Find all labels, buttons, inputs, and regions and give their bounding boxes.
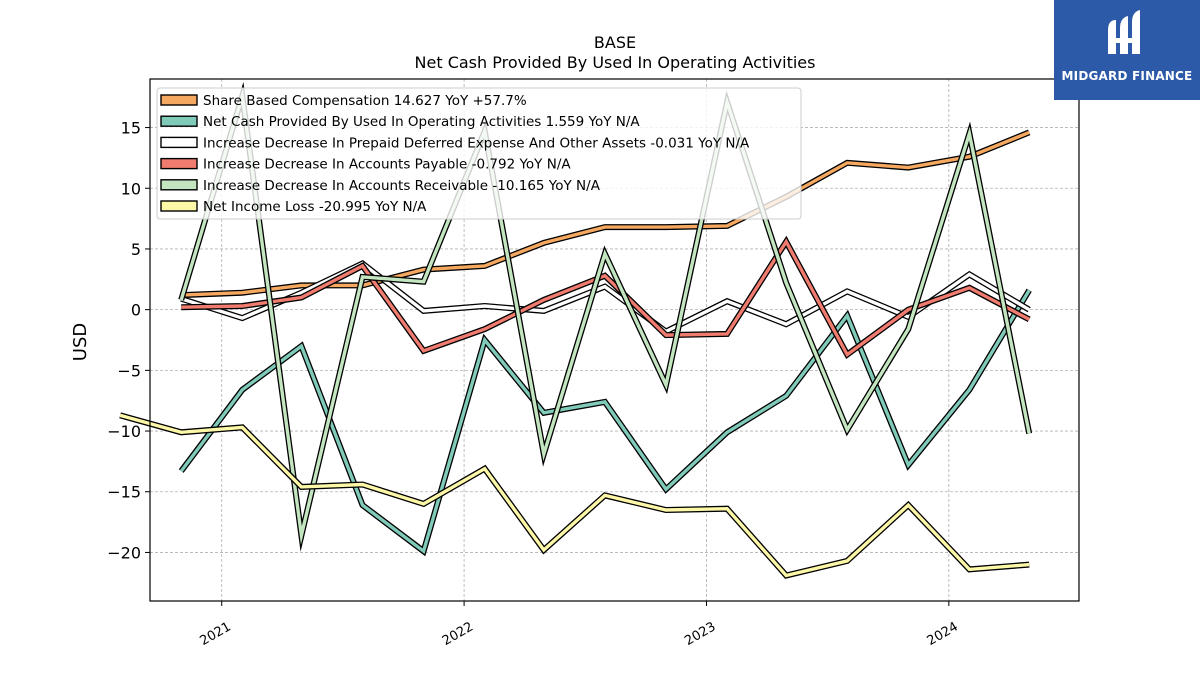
x-axis: 2021 2022 2023 2024	[198, 601, 961, 649]
series-2	[180, 259, 1031, 335]
legend-swatch	[160, 200, 198, 212]
legend-entry: Net Cash Provided By Used In Operating A…	[203, 114, 640, 130]
series-4	[178, 81, 1033, 552]
chart-subtitle: Net Cash Provided By Used In Operating A…	[415, 53, 816, 72]
legend-entry: Net Income Loss -20.995 YoY N/A	[203, 199, 427, 215]
series-5	[119, 412, 1030, 579]
x-tick-label: 2021	[198, 619, 234, 649]
y-tick-label: −5	[117, 361, 141, 380]
y-tick-label: −10	[107, 422, 141, 441]
series-line	[181, 238, 1030, 358]
y-tick-label: 10	[121, 179, 141, 198]
y-axis-label: USD	[70, 323, 91, 361]
logo-text: MIDGARD FINANCE	[1061, 69, 1193, 83]
y-tick-label: 0	[131, 301, 141, 320]
series-line	[179, 289, 1031, 555]
series-line	[119, 413, 1030, 578]
x-tick-label: 2024	[925, 619, 961, 649]
legend-entry: Share Based Compensation 14.627 YoY +57.…	[203, 93, 527, 109]
logo-mark-icon	[1108, 10, 1140, 54]
y-tick-label: 15	[121, 119, 141, 138]
y-axis: 15 10 5 0 −5 −10 −15 −20	[107, 119, 150, 562]
x-tick-label: 2023	[682, 619, 718, 649]
legend-swatch	[160, 136, 198, 149]
x-tick-label: 2022	[440, 619, 476, 649]
legend-swatch	[160, 157, 198, 170]
y-tick-label: 5	[131, 240, 141, 259]
series-3	[181, 235, 1031, 360]
legend-entry: Increase Decrease In Prepaid Deferred Ex…	[203, 135, 750, 151]
y-tick-label: −15	[107, 483, 141, 502]
series-layer	[119, 81, 1033, 579]
chart-title: BASE	[594, 33, 636, 52]
legend-swatch	[160, 115, 198, 127]
y-tick-label: −20	[107, 543, 141, 562]
legend: Share Based Compensation 14.627 YoY +57.…	[156, 87, 802, 220]
legend-swatch	[160, 94, 198, 106]
legend-box	[156, 87, 802, 220]
series-line	[180, 261, 1031, 334]
legend-entry: Increase Decrease In Accounts Payable -0…	[203, 157, 571, 173]
brand-logo: MIDGARD FINANCE	[1054, 0, 1200, 100]
series-1	[178, 288, 1032, 557]
plot-area-frame	[149, 78, 1080, 602]
legend-entry: Increase Decrease In Accounts Receivable…	[203, 178, 601, 194]
series-line	[179, 87, 1031, 545]
legend-swatch	[160, 179, 198, 191]
